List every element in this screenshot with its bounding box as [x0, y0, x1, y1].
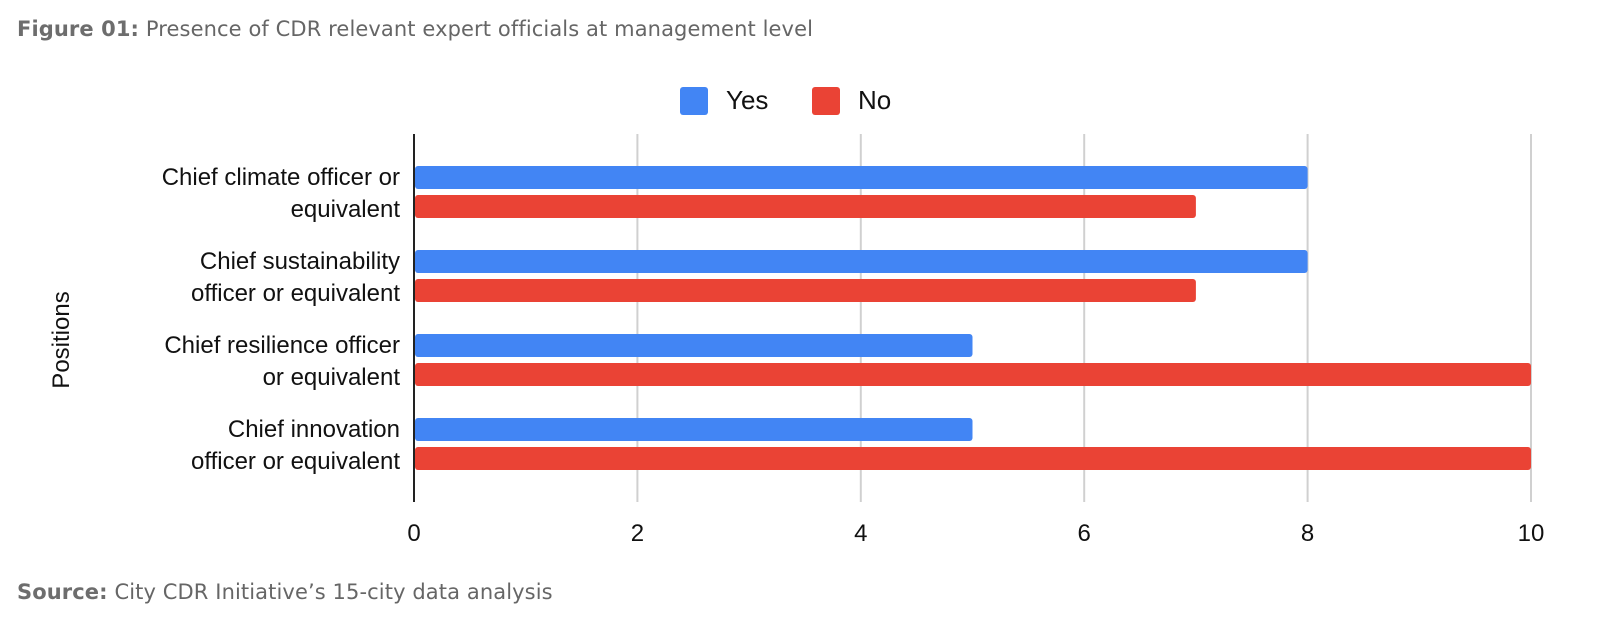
gridlines: [636, 134, 1532, 502]
x-tick-label: 4: [854, 520, 867, 547]
legend-swatch-no: [812, 87, 840, 115]
category-label-line: Chief sustainability: [200, 248, 400, 275]
category-label-line: Chief climate officer or: [162, 164, 400, 191]
y-axis-title: Positions: [48, 291, 75, 388]
legend-label-yes: Yes: [726, 85, 768, 115]
bar-yes: [415, 418, 973, 441]
legend: Yes No: [680, 85, 891, 115]
figure-label: Figure 01:: [17, 17, 140, 41]
category-label: Chief resilience officer or equivalent: [164, 332, 400, 391]
x-tick-label: 10: [1518, 520, 1545, 547]
x-tick-label: 6: [1078, 520, 1091, 547]
bar-yes: [415, 250, 1308, 273]
figure-title: Presence of CDR relevant expert official…: [145, 17, 814, 41]
category-label-line: officer or equivalent: [191, 448, 400, 475]
legend-swatch-yes: [680, 87, 708, 115]
category-label-line: officer or equivalent: [191, 280, 400, 307]
source-caption: Source: City CDR Initiative’s 15-city da…: [17, 580, 553, 604]
figure-caption: Figure 01: Presence of CDR relevant expe…: [17, 17, 813, 41]
bar-yes: [415, 166, 1308, 189]
legend-label-no: No: [858, 85, 891, 115]
x-tick-label: 0: [407, 520, 420, 547]
bar-no: [415, 279, 1196, 302]
x-tick-labels: 0 2 4 6 8 10: [407, 520, 1544, 547]
bar-yes: [415, 334, 973, 357]
x-tick-label: 8: [1301, 520, 1314, 547]
bar-no: [415, 363, 1531, 386]
source-label: Source:: [17, 580, 108, 604]
category-label-line: Chief innovation: [228, 416, 400, 443]
source-text: City CDR Initiative’s 15-city data analy…: [114, 580, 553, 604]
category-label-line: equivalent: [291, 196, 401, 223]
chart-panel: [14, 62, 1586, 570]
category-label: Chief sustainability officer or equivalen…: [191, 248, 400, 307]
category-label-line: Chief resilience officer: [164, 332, 400, 359]
category-label-line: or equivalent: [263, 364, 401, 391]
bar-no: [415, 195, 1196, 218]
bars: [415, 166, 1531, 470]
category-label: Chief innovation officer or equivalent: [191, 416, 400, 475]
category-labels: Chief climate officer or equivalentChief …: [162, 164, 401, 475]
x-tick-label: 2: [631, 520, 644, 547]
category-label: Chief climate officer or equivalent: [162, 164, 401, 223]
bar-no: [415, 447, 1531, 470]
